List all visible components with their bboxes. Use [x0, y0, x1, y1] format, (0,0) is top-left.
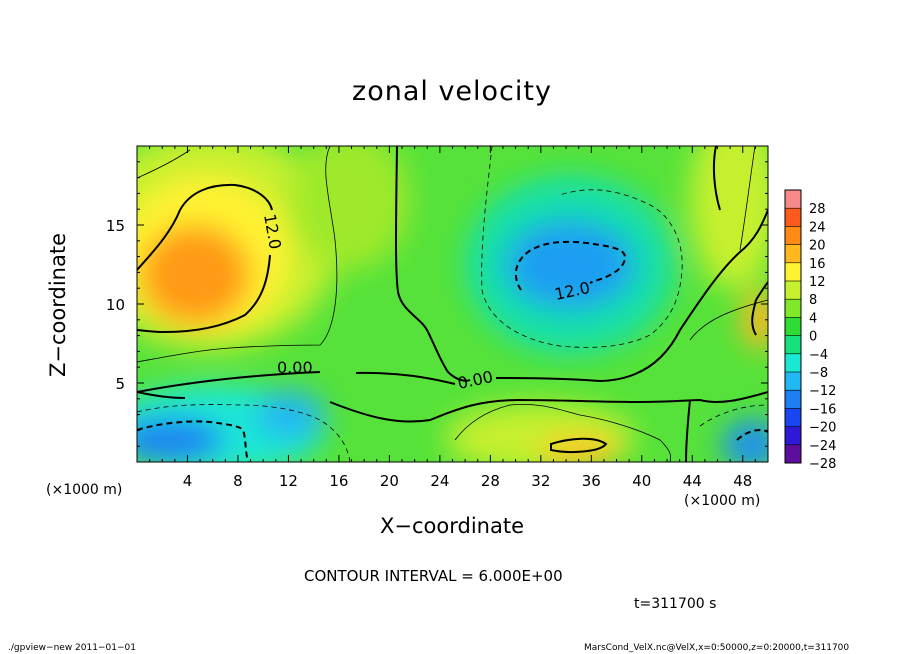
colorbar-swatch	[785, 190, 801, 209]
colorbar-tick-label: −12	[809, 384, 836, 399]
x-tick-label: 44	[683, 472, 702, 490]
contour-twelve-lines	[137, 183, 768, 453]
y-tick-label: 10	[106, 296, 125, 314]
colorbar-swatch	[785, 353, 801, 372]
colorbar: 28 24 20 16 12 8 4 0 −4 −8 −12 −16 −20 −24 −28	[784, 189, 836, 472]
contour-negative-twelve-lines	[137, 240, 768, 462]
x-tick-label: 36	[582, 472, 601, 490]
chart-title: zonal velocity	[352, 76, 552, 107]
field-upper-right-warm	[690, 146, 768, 290]
x-axis-label: X−coordinate	[380, 514, 524, 538]
x-tick-label: 16	[329, 472, 348, 490]
x-tick-label: 8	[233, 472, 243, 490]
x-tick-label: 32	[531, 472, 550, 490]
colorbar-tick-label: −8	[809, 366, 828, 381]
x-tick-label: 48	[733, 472, 752, 490]
colorbar-swatch	[785, 317, 801, 336]
colorbar-tick-label: 24	[809, 220, 826, 235]
x-axis: 4 8 12 16 20 24 28 32 36 40 44 48	[149, 146, 756, 490]
colorbar-swatch	[785, 208, 801, 227]
colorbar-tick-label: 4	[809, 311, 817, 326]
colorbar-swatch	[785, 335, 801, 354]
colorbar-swatch	[785, 299, 801, 318]
colorbar-swatch	[785, 444, 801, 463]
colorbar-swatch	[785, 390, 801, 409]
x-tick-label: 40	[632, 472, 651, 490]
x-axis-unit-label: (×1000 m)	[684, 493, 761, 509]
x-tick-label: 24	[430, 472, 449, 490]
x-tick-label: 4	[183, 472, 193, 490]
field-min-lower-mid	[255, 390, 325, 440]
colorbar-tick-label: 8	[809, 293, 817, 308]
colorbar-tick-label: −28	[809, 457, 836, 472]
contour-label-left-zero: 0.00	[277, 358, 313, 377]
field-right-max	[742, 290, 768, 350]
y-tick-label: 15	[106, 217, 125, 235]
footer-program: ./gpview−new 2011−01−01	[8, 643, 136, 653]
colorbar-tick-label: 16	[809, 257, 826, 272]
colorbar-swatch	[785, 426, 801, 445]
contour-six-lines	[137, 146, 768, 462]
colorbar-tick-label: 20	[809, 239, 826, 254]
x-tick-label: 28	[481, 472, 500, 490]
field-min-lower-left	[137, 418, 225, 462]
contour-negative-six-lines	[137, 146, 768, 462]
colorbar-swatch	[785, 262, 801, 281]
colorbar-tick-label: −20	[809, 421, 836, 436]
colorbar-tick-label: 0	[809, 330, 817, 345]
field-max-left	[140, 225, 250, 325]
y-axis-unit-label: (×1000 m)	[46, 482, 123, 498]
footer-source: MarsCond_VelX.nc@VelX,x=0:50000,z=0:2000…	[584, 643, 850, 653]
y-tick-label: 5	[115, 375, 125, 393]
colorbar-tick-label: −4	[809, 348, 828, 363]
y-axis-label: Z−coordinate	[46, 233, 70, 377]
colorbar-tick-label: −16	[809, 402, 836, 417]
colorbar-tick-label: 12	[809, 275, 826, 290]
contour-zero-lines	[137, 146, 768, 462]
field-upper-left-green	[290, 146, 410, 270]
field-min-center	[505, 220, 635, 310]
y-axis: 5 10 15	[106, 161, 768, 447]
contour-interval-note: CONTOUR INTERVAL = 6.000E+00	[304, 567, 563, 585]
colorbar-swatch	[785, 372, 801, 391]
colorbar-tick-label: −24	[809, 439, 836, 454]
colorbar-swatch	[785, 244, 801, 263]
time-stamp: t=311700 s	[634, 596, 717, 612]
x-tick-label: 12	[279, 472, 298, 490]
colorbar-swatch	[785, 226, 801, 245]
x-tick-label: 20	[380, 472, 399, 490]
colorbar-swatch	[785, 408, 801, 427]
colorbar-swatch	[785, 281, 801, 300]
colorbar-tick-label: 28	[809, 202, 826, 217]
